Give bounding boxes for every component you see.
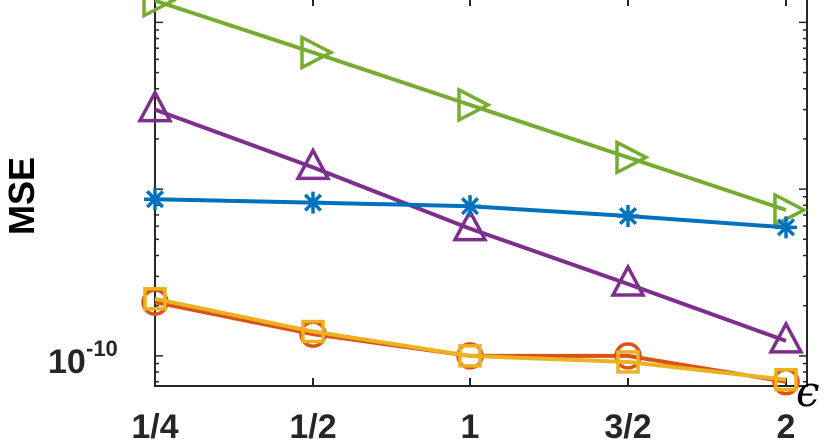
- x-axis-title: ϵ: [796, 367, 820, 416]
- y-tick-exponent: -10: [86, 336, 118, 361]
- triangle-right-marker: [773, 192, 808, 228]
- y-tick-base: 10: [48, 343, 86, 381]
- y-axis-title: MSE: [1, 157, 42, 235]
- asterisk-marker: [775, 216, 797, 239]
- triangle-right-marker: [142, 0, 177, 19]
- series-triangle-right: [142, 0, 808, 228]
- triangle-up-marker: [295, 146, 331, 181]
- x-tick-label: 3/2: [604, 408, 651, 446]
- x-tick-label: 1: [461, 408, 480, 446]
- x-tick-label: 2: [777, 408, 796, 446]
- circle-marker: [614, 342, 642, 370]
- x-tick-labels: 1/4 1/2 1 3/2 2: [131, 408, 795, 446]
- asterisk-marker: [617, 205, 639, 228]
- x-ticks: [154, 0, 787, 386]
- series-line: [154, 296, 787, 382]
- y-tick-label-1e-10: 10 -10: [48, 336, 118, 381]
- triangle-up-marker: [768, 320, 804, 354]
- asterisk-marker: [302, 191, 324, 214]
- x-tick-label: 1/2: [289, 408, 336, 446]
- series-line: [154, 0, 787, 212]
- x-tick-label: 1/4: [131, 408, 178, 446]
- triangle-up-marker: [137, 88, 173, 123]
- asterisk-marker: [144, 188, 166, 211]
- asterisk-marker: [459, 195, 481, 218]
- square-marker: [616, 350, 640, 374]
- square-marker: [774, 367, 798, 392]
- series-line: [154, 107, 787, 343]
- triangle-right-marker: [300, 34, 335, 71]
- series-square: [143, 287, 798, 392]
- axes-box: [154, 0, 808, 387]
- series-triangle-up: [137, 88, 804, 354]
- square-marker: [458, 344, 482, 368]
- triangle-up-marker: [452, 207, 488, 242]
- series-asterisk: [144, 188, 797, 239]
- triangle-up-marker: [610, 263, 646, 297]
- square-marker: [143, 287, 167, 311]
- series-layer: [137, 0, 808, 396]
- plot-area: [137, 0, 808, 396]
- triangle-right-marker: [457, 87, 492, 123]
- square-marker: [301, 319, 325, 344]
- triangle-right-marker: [615, 139, 650, 176]
